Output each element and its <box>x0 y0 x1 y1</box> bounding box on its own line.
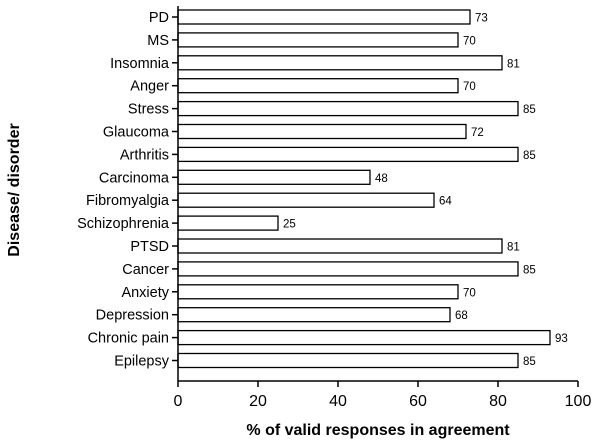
x-tick-label: 100 <box>565 393 592 410</box>
data-label: 70 <box>463 287 476 299</box>
data-label: 85 <box>523 104 536 116</box>
bar <box>177 261 519 277</box>
data-label: 93 <box>555 333 568 345</box>
category-label: Epilepsy <box>114 354 170 370</box>
bar <box>177 284 459 300</box>
bar <box>177 146 519 163</box>
category-label: PD <box>149 10 169 26</box>
category-label: Arthritis <box>120 147 169 163</box>
data-label: 48 <box>375 173 388 185</box>
data-label: 85 <box>523 150 536 162</box>
data-label: 85 <box>523 356 536 368</box>
bar <box>177 169 371 185</box>
x-tick-label: 80 <box>489 393 507 410</box>
category-label: Fibromyalgia <box>86 193 170 209</box>
data-label: 72 <box>471 127 484 139</box>
category-label: Depression <box>96 308 169 324</box>
category-label: Stress <box>128 102 169 118</box>
category-label: Cancer <box>122 262 169 278</box>
x-tick-label: 0 <box>174 393 183 410</box>
bar <box>177 55 503 71</box>
category-label: MS <box>147 33 169 49</box>
category-label: PTSD <box>130 239 169 255</box>
data-label: 81 <box>507 242 520 254</box>
category-label: Carcinoma <box>99 170 170 186</box>
category-label: Chronic pain <box>88 331 169 347</box>
bar <box>177 238 503 254</box>
bar <box>177 123 467 140</box>
x-axis-title: % of valid responses in agreement <box>246 422 510 439</box>
category-label: Anger <box>130 79 169 95</box>
data-label: 73 <box>475 13 488 25</box>
bar <box>177 78 459 94</box>
bar <box>177 192 435 208</box>
bar <box>177 100 519 117</box>
bar <box>177 32 459 48</box>
data-label: 25 <box>283 219 296 231</box>
category-labels: PD MS Insomnia Anger Stress Glaucoma Arthritis… <box>77 10 170 370</box>
category-label: Schizophrenia <box>77 216 170 232</box>
category-label: Glaucoma <box>103 125 170 141</box>
data-label: 70 <box>463 81 476 93</box>
x-tick-label: 40 <box>329 393 347 410</box>
bar <box>177 9 471 25</box>
category-label: Insomnia <box>110 56 170 72</box>
x-ticks: 0 20 40 60 80 100 <box>174 381 592 410</box>
bar <box>177 352 519 369</box>
bars-group <box>177 9 551 369</box>
data-label: 64 <box>439 196 452 208</box>
data-label: 81 <box>507 58 520 70</box>
bar <box>177 307 451 323</box>
y-axis-title: Disease/ disorder <box>6 123 23 256</box>
bar <box>177 215 279 231</box>
data-label: 70 <box>463 35 476 47</box>
category-label: Anxiety <box>121 285 169 301</box>
bar <box>177 329 551 346</box>
x-tick-label: 60 <box>409 393 427 410</box>
data-label: 85 <box>523 264 536 276</box>
axes <box>172 6 578 382</box>
data-label: 68 <box>455 310 468 322</box>
x-tick-label: 20 <box>249 393 267 410</box>
